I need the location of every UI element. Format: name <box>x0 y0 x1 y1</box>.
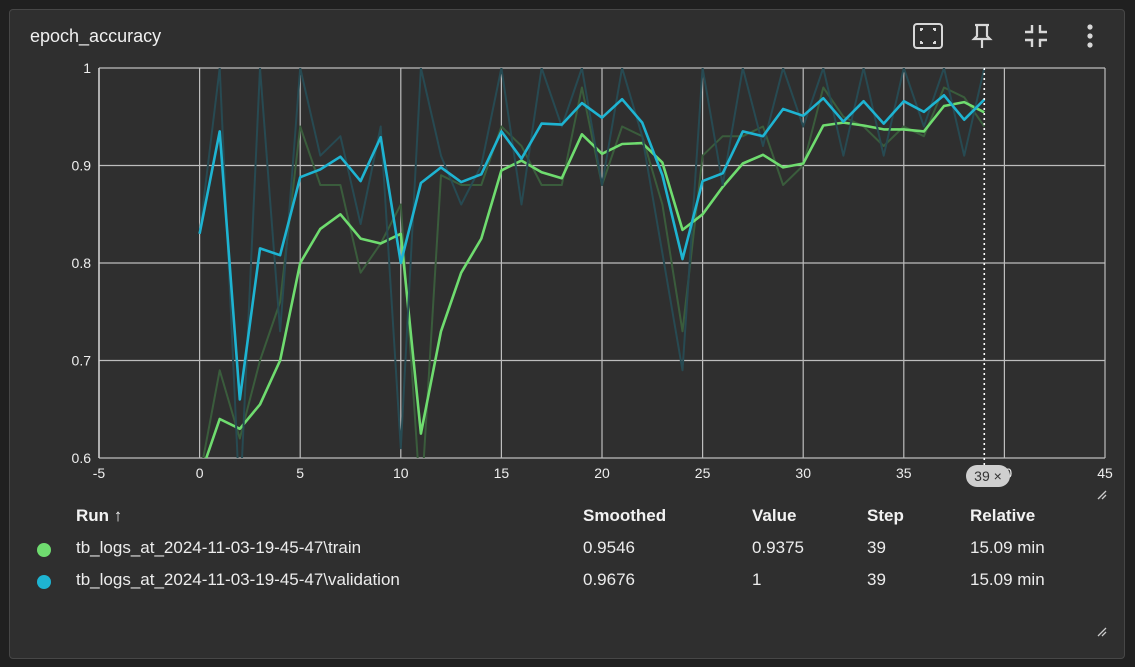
series-line-train <box>204 100 985 458</box>
y-tick-label: 0.6 <box>72 450 92 466</box>
hover-step-label: 39 × <box>974 468 1002 484</box>
run-color-dot[interactable] <box>37 543 51 557</box>
series-line-train-raw <box>202 86 986 458</box>
y-tick-label: 0.8 <box>72 255 92 271</box>
run-name: tb_logs_at_2024-11-03-19-45-47\train <box>76 538 362 557</box>
more-vert-icon <box>1087 24 1093 48</box>
pin-icon <box>971 23 993 48</box>
x-tick-label: 30 <box>795 465 811 481</box>
y-tick-label: 1 <box>83 60 91 76</box>
x-tick-label: 20 <box>594 465 610 481</box>
column-header-smoothed[interactable]: Smoothed <box>583 506 667 525</box>
y-tick-label: 0.9 <box>72 158 92 174</box>
resize-handle-icon[interactable] <box>1097 490 1107 500</box>
x-tick-label: 0 <box>196 465 204 481</box>
line-chart[interactable]: -50510152025303540450.60.70.80.91 <box>10 10 1126 500</box>
relative-time: 15.09 min <box>970 570 1045 589</box>
x-tick-label: 35 <box>896 465 912 481</box>
chart-card: epoch_accuracy -5 0 5 10 15 20 25 30 35 <box>9 9 1125 659</box>
card-toolbar <box>908 20 1110 52</box>
x-tick-label: 15 <box>494 465 510 481</box>
more-options-button[interactable] <box>1070 20 1110 52</box>
raw-value: 1 <box>752 570 762 589</box>
column-header-step[interactable]: Step <box>867 506 904 525</box>
x-tick-label: 45 <box>1097 465 1113 481</box>
run-color-dot[interactable] <box>37 575 51 589</box>
raw-value: 0.9375 <box>752 538 804 557</box>
x-tick-label: 5 <box>296 465 304 481</box>
y-tick-label: 0.7 <box>72 353 92 369</box>
pin-button[interactable] <box>962 20 1002 52</box>
collapse-button[interactable] <box>1016 20 1056 52</box>
relative-time: 15.09 min <box>970 538 1045 557</box>
column-header-run[interactable]: Run ↑ <box>76 506 123 525</box>
x-tick-label: 10 <box>393 465 409 481</box>
series-line-validation <box>198 94 986 401</box>
fit-to-data-icon <box>913 23 943 49</box>
table-row: tb_logs_at_2024-11-03-19-45-47\train 0.9… <box>10 538 1126 568</box>
step-value: 39 <box>867 570 886 589</box>
hover-step-badge[interactable]: 39 × <box>966 465 1010 487</box>
x-tick-label: -5 <box>93 465 106 481</box>
table-resize-handle-icon[interactable] <box>1097 627 1107 637</box>
fit-to-data-button[interactable] <box>908 20 948 52</box>
column-header-value[interactable]: Value <box>752 506 797 525</box>
smoothed-value: 0.9546 <box>583 538 635 557</box>
collapse-icon <box>1025 25 1047 47</box>
chart-title: epoch_accuracy <box>30 26 162 46</box>
table-row: tb_logs_at_2024-11-03-19-45-47\validatio… <box>10 570 1126 600</box>
x-tick-label: 25 <box>695 465 711 481</box>
column-header-relative[interactable]: Relative <box>970 506 1036 525</box>
smoothed-value: 0.9676 <box>583 570 635 589</box>
run-name: tb_logs_at_2024-11-03-19-45-47\validatio… <box>76 570 400 589</box>
step-value: 39 <box>867 538 886 557</box>
